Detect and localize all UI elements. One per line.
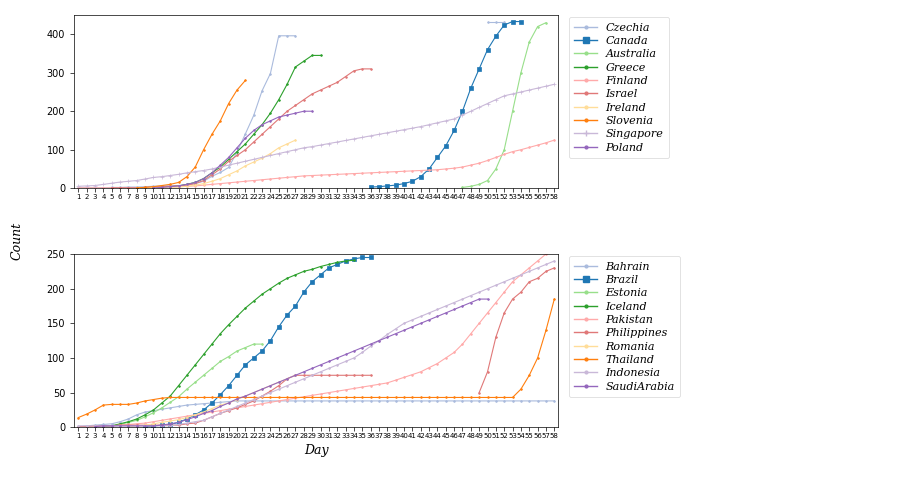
Legend: Czechia, Canada, Australia, Greece, Finland, Israel, Ireland, Slovenia, Singapor: Czechia, Canada, Australia, Greece, Finl… (569, 17, 669, 158)
Legend: Bahrain, Brazil, Estonia, Iceland, Pakistan, Philippines, Romania, Thailand, Ind: Bahrain, Brazil, Estonia, Iceland, Pakis… (569, 256, 680, 397)
Text: Count: Count (11, 222, 23, 260)
X-axis label: Day: Day (304, 444, 328, 457)
